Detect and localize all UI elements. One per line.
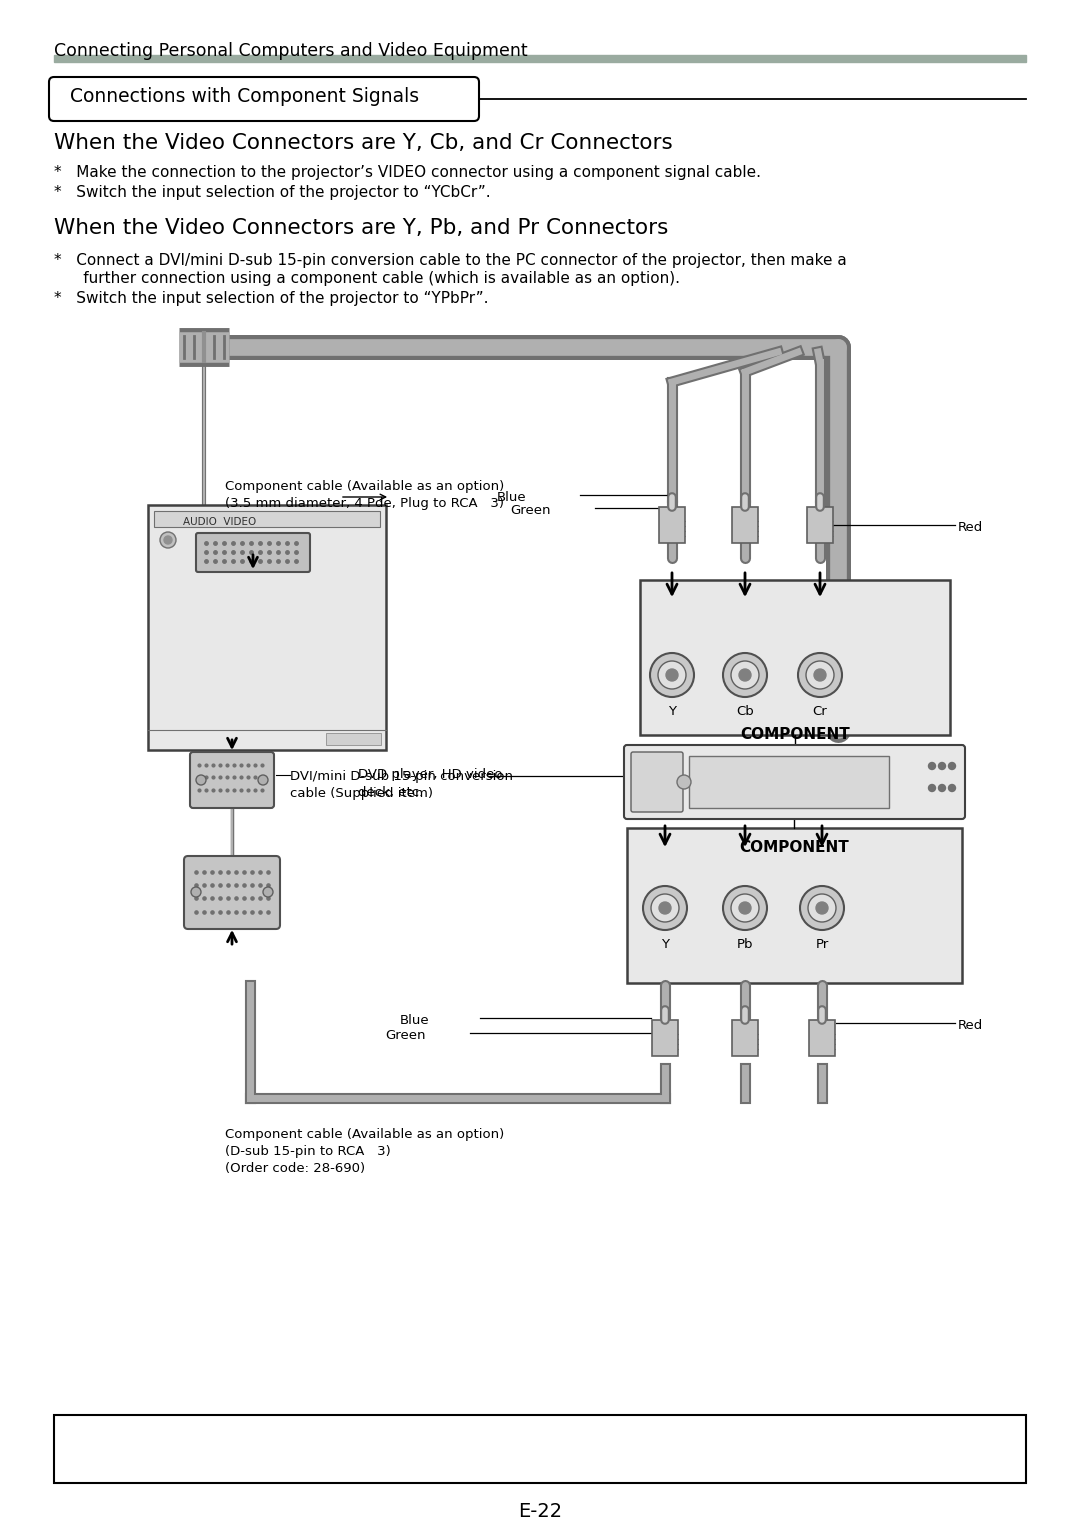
Text: Cb: Cb <box>737 705 754 719</box>
Text: When the Video Connectors are Y, Cb, and Cr Connectors: When the Video Connectors are Y, Cb, and… <box>54 133 673 153</box>
Text: AUDIO  VIDEO: AUDIO VIDEO <box>183 517 256 528</box>
Text: Blue: Blue <box>497 491 527 505</box>
Text: *   Switch the input selection of the projector to “YCbCr”.: * Switch the input selection of the proj… <box>54 185 490 200</box>
Text: YCbCr cannot accept the input of signals other than NTSC 3.58 and PAL.: YCbCr cannot accept the input of signals… <box>66 1445 618 1460</box>
FancyBboxPatch shape <box>195 534 310 572</box>
Circle shape <box>929 763 935 769</box>
FancyBboxPatch shape <box>624 745 966 820</box>
Bar <box>326 732 381 745</box>
Bar <box>54 1414 1026 1483</box>
Text: *   Make the connection to the projector’s VIDEO connector using a component sig: * Make the connection to the projector’s… <box>54 165 761 180</box>
Bar <box>809 1020 835 1057</box>
Circle shape <box>806 661 834 690</box>
Bar <box>148 505 386 751</box>
Bar <box>732 1020 758 1057</box>
FancyBboxPatch shape <box>184 856 280 930</box>
Bar <box>732 508 758 543</box>
Circle shape <box>948 763 956 769</box>
Text: Component cable (Available as an option): Component cable (Available as an option) <box>225 1128 504 1141</box>
Circle shape <box>816 902 828 914</box>
Text: (Order code: 28-690): (Order code: 28-690) <box>225 1162 365 1174</box>
Text: 1    3    5:30: 1 3 5:30 <box>712 768 779 778</box>
Text: cable (Supplied item): cable (Supplied item) <box>291 787 433 800</box>
Text: Connections with Component Signals: Connections with Component Signals <box>70 87 419 106</box>
Text: Blue: Blue <box>400 1014 430 1027</box>
Circle shape <box>643 885 687 930</box>
FancyBboxPatch shape <box>49 76 480 121</box>
Text: Green: Green <box>510 505 551 517</box>
Bar <box>627 829 962 983</box>
Circle shape <box>677 775 691 789</box>
Circle shape <box>798 653 842 697</box>
Bar <box>659 508 685 543</box>
Circle shape <box>731 661 759 690</box>
Bar <box>689 755 889 807</box>
Circle shape <box>659 902 671 914</box>
Text: Green: Green <box>384 1029 426 1041</box>
Bar <box>807 508 833 543</box>
Circle shape <box>651 894 679 922</box>
Text: Y: Y <box>661 937 669 951</box>
Text: Pr: Pr <box>815 937 828 951</box>
Text: deck, etc.: deck, etc. <box>357 786 423 800</box>
FancyBboxPatch shape <box>190 752 274 807</box>
Circle shape <box>195 775 206 784</box>
Circle shape <box>731 894 759 922</box>
Circle shape <box>739 902 751 914</box>
Text: DVD player, HD video: DVD player, HD video <box>357 768 502 781</box>
Text: COMPONENT: COMPONENT <box>739 839 849 855</box>
Circle shape <box>666 670 678 680</box>
Circle shape <box>814 670 826 680</box>
Circle shape <box>160 532 176 547</box>
Text: further connection using a component cable (which is available as an option).: further connection using a component cab… <box>54 271 680 286</box>
Text: DVD: DVD <box>638 760 669 774</box>
Text: (D-sub 15-pin to RCA   3): (D-sub 15-pin to RCA 3) <box>225 1145 391 1157</box>
Circle shape <box>650 653 694 697</box>
Circle shape <box>258 775 268 784</box>
Bar <box>54 55 1026 63</box>
Bar <box>652 1020 678 1057</box>
Text: Red: Red <box>958 521 983 534</box>
Text: (3.5 mm diameter, 4 Pde, Plug to RCA   3): (3.5 mm diameter, 4 Pde, Plug to RCA 3) <box>225 497 504 511</box>
Circle shape <box>658 661 686 690</box>
Text: E-22: E-22 <box>518 1501 562 1521</box>
Circle shape <box>948 784 956 792</box>
Text: COMPONENT: COMPONENT <box>740 726 850 742</box>
Circle shape <box>739 670 751 680</box>
Circle shape <box>723 653 767 697</box>
Circle shape <box>723 885 767 930</box>
Circle shape <box>808 894 836 922</box>
Circle shape <box>939 763 945 769</box>
Bar <box>154 511 380 528</box>
Circle shape <box>264 887 273 898</box>
Text: *   Connect a DVI/mini D-sub 15-pin conversion cable to the PC connector of the : * Connect a DVI/mini D-sub 15-pin conver… <box>54 252 847 268</box>
Text: Note: Note <box>66 1425 107 1440</box>
Bar <box>640 579 950 735</box>
Circle shape <box>191 887 201 898</box>
Text: Y: Y <box>669 705 676 719</box>
Text: Cr: Cr <box>812 705 827 719</box>
Circle shape <box>929 784 935 792</box>
Circle shape <box>164 537 172 544</box>
Text: Connecting Personal Computers and Video Equipment: Connecting Personal Computers and Video … <box>54 41 528 60</box>
Text: When the Video Connectors are Y, Pb, and Pr Connectors: When the Video Connectors are Y, Pb, and… <box>54 219 669 239</box>
FancyBboxPatch shape <box>631 752 683 812</box>
Circle shape <box>800 885 843 930</box>
Text: Component cable (Available as an option): Component cable (Available as an option) <box>225 480 504 492</box>
Text: Pb: Pb <box>737 937 753 951</box>
Text: Red: Red <box>958 1018 983 1032</box>
Text: DVI/mini D-sub 15-pin conversion: DVI/mini D-sub 15-pin conversion <box>291 771 513 783</box>
Text: (Order code: 28-698): (Order code: 28-698) <box>225 514 365 528</box>
Circle shape <box>939 784 945 792</box>
Text: *   Switch the input selection of the projector to “YPbPr”.: * Switch the input selection of the proj… <box>54 291 488 306</box>
